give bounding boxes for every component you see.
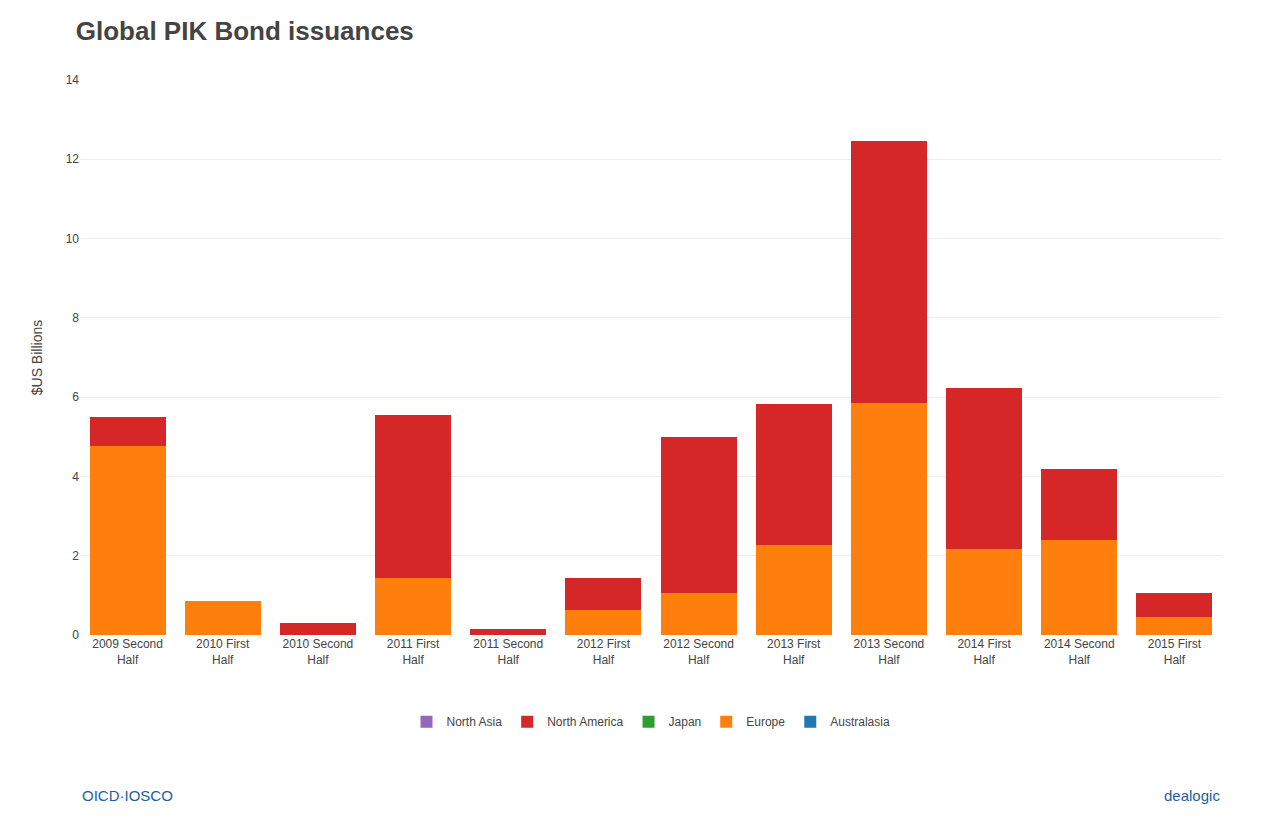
svg-text:2009 SecondHalf: 2009 SecondHalf [92,637,163,667]
svg-text:2011 SecondHalf: 2011 SecondHalf [473,637,543,667]
svg-text:0: 0 [72,628,79,642]
svg-text:Australasia: Australasia [830,715,890,729]
svg-text:North America: North America [547,715,623,729]
svg-text:Europe: Europe [746,715,785,729]
svg-text:2010 FirstHalf: 2010 FirstHalf [196,637,250,667]
svg-text:2014 SecondHalf: 2014 SecondHalf [1044,637,1115,667]
svg-text:2: 2 [72,549,79,563]
svg-text:North Asia: North Asia [447,715,503,729]
svg-text:8: 8 [72,311,79,325]
svg-text:OICD·IOSCO: OICD·IOSCO [82,787,173,804]
svg-text:10: 10 [66,232,80,246]
svg-text:12: 12 [66,152,80,166]
svg-text:2015 FirstHalf: 2015 FirstHalf [1148,637,1202,667]
svg-text:6: 6 [72,390,79,404]
svg-text:dealogic: dealogic [1164,787,1220,804]
svg-text:2012 SecondHalf: 2012 SecondHalf [663,637,734,667]
svg-text:2013 SecondHalf: 2013 SecondHalf [854,637,925,667]
svg-text:2012 FirstHalf: 2012 FirstHalf [577,637,631,667]
svg-text:2011 FirstHalf: 2011 FirstHalf [387,637,440,667]
svg-text:4: 4 [72,470,79,484]
svg-text:2010 SecondHalf: 2010 SecondHalf [283,637,354,667]
svg-text:Global PIK Bond issuances: Global PIK Bond issuances [76,16,414,46]
svg-text:$US Billions: $US Billions [29,320,45,395]
svg-text:14: 14 [66,73,80,87]
svg-text:Japan: Japan [669,715,702,729]
svg-text:2014 FirstHalf: 2014 FirstHalf [957,637,1011,667]
svg-text:2013 FirstHalf: 2013 FirstHalf [767,637,821,667]
